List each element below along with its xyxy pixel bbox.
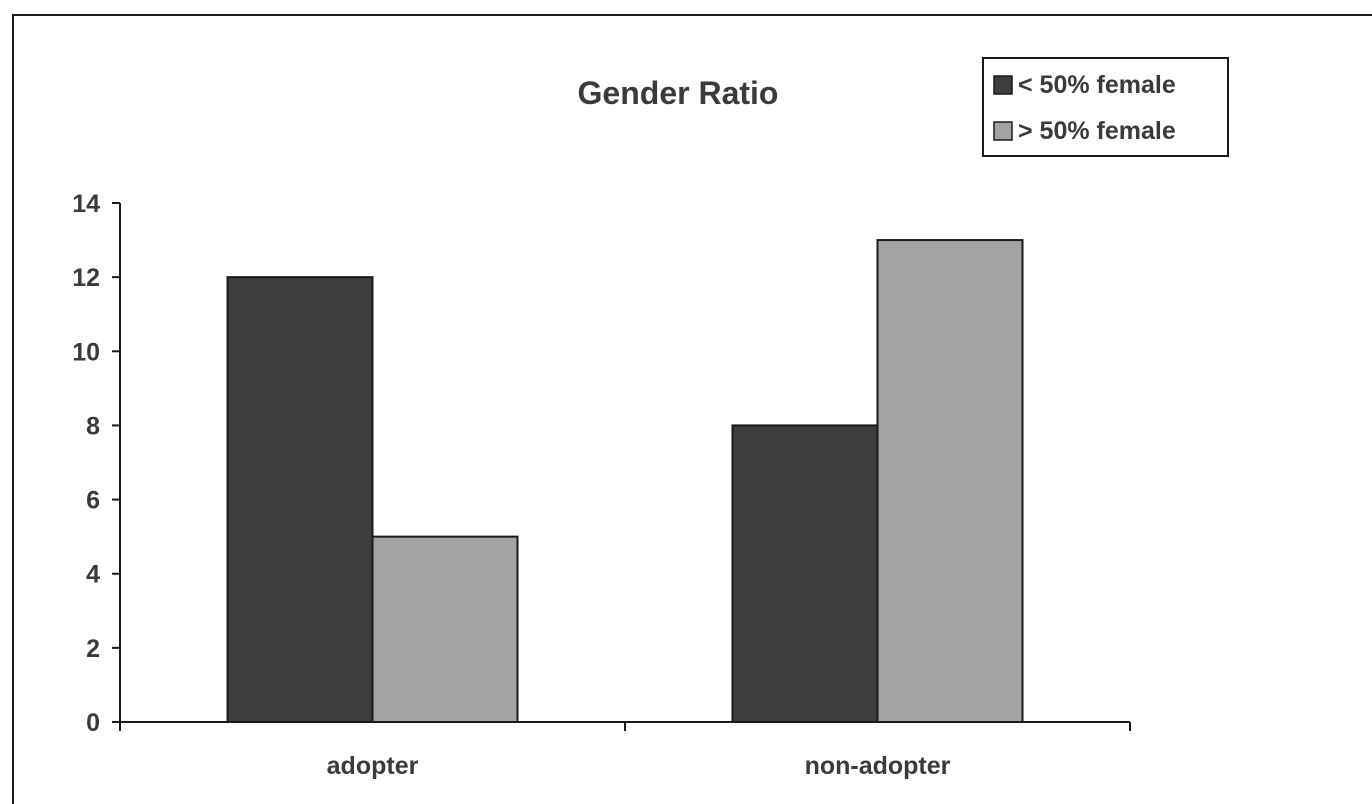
legend-swatch-below-50	[993, 75, 1013, 95]
y-tick-label: 10	[72, 338, 100, 366]
legend-swatch-above-50	[993, 121, 1013, 141]
legend-label-below-50: < 50% female	[1018, 71, 1176, 99]
y-tick-label: 4	[86, 561, 100, 589]
y-tick-label: 2	[86, 635, 100, 663]
bar-non-adopter-series-1	[876, 239, 1024, 723]
y-axis: 0 2 4 6 8 10 12 14	[72, 190, 121, 737]
x-category-label: adopter	[327, 752, 419, 780]
bar-non-adopter-series-0	[731, 424, 879, 723]
y-tick-label: 8	[86, 412, 100, 440]
x-axis: adopter non-adopter	[119, 721, 1131, 780]
bar-adopter-series-0	[226, 276, 374, 723]
bars	[226, 239, 1024, 724]
y-tick-label: 0	[86, 709, 100, 737]
y-tick-label: 6	[86, 487, 100, 515]
bar-adopter-series-1	[371, 535, 519, 724]
chart-legend: < 50% female > 50% female	[982, 57, 1229, 157]
x-category-label: non-adopter	[805, 752, 951, 780]
y-tick-label: 12	[72, 264, 100, 292]
chart-frame	[12, 14, 1372, 804]
chart-title: Gender Ratio	[578, 75, 779, 111]
y-tick-label: 14	[72, 190, 100, 218]
legend-box	[982, 57, 1229, 157]
legend-label-above-50: > 50% female	[1018, 117, 1176, 145]
